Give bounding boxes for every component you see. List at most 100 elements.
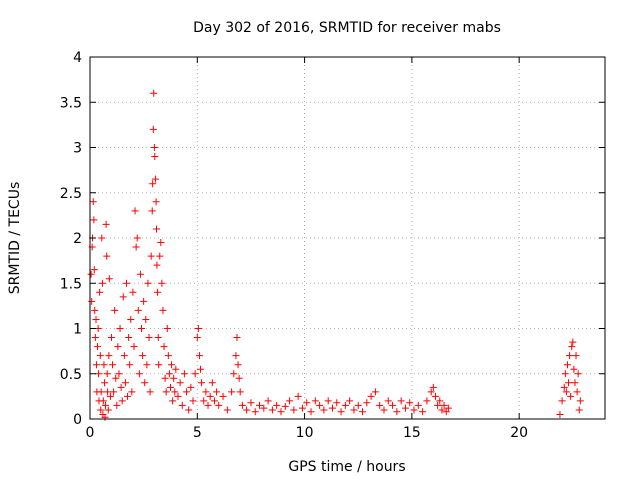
x-tick-label: 5 — [193, 425, 202, 441]
data-point — [91, 306, 99, 314]
data-point — [438, 406, 446, 414]
data-point — [183, 388, 191, 396]
data-point — [170, 374, 178, 382]
data-point — [568, 343, 576, 351]
data-point — [260, 404, 268, 412]
data-point — [234, 361, 242, 369]
data-point — [195, 352, 203, 360]
data-point — [354, 401, 362, 409]
data-point — [90, 216, 98, 224]
data-point — [154, 288, 162, 296]
data-point — [146, 388, 154, 396]
y-tick-label: 1 — [73, 322, 82, 338]
data-point — [198, 379, 206, 387]
data-point — [571, 379, 579, 387]
data-point — [367, 392, 375, 400]
data-point — [256, 401, 264, 409]
data-point — [100, 361, 108, 369]
data-point — [176, 379, 184, 387]
data-point — [133, 234, 141, 242]
data-point — [410, 406, 418, 414]
x-tick-label: 20 — [510, 425, 528, 441]
data-point — [122, 279, 130, 287]
data-point — [419, 408, 427, 416]
data-point — [320, 406, 328, 414]
data-point — [168, 361, 176, 369]
data-point — [124, 392, 132, 400]
x-tick-label: 15 — [403, 425, 421, 441]
data-point — [228, 388, 236, 396]
data-point — [286, 397, 294, 405]
data-point — [380, 406, 388, 414]
data-point — [393, 408, 401, 416]
data-point — [98, 234, 106, 242]
data-point — [151, 153, 159, 161]
data-point — [89, 198, 97, 206]
data-point — [139, 352, 147, 360]
data-point — [562, 388, 570, 396]
data-point — [157, 239, 165, 247]
data-point — [127, 315, 135, 323]
data-point — [429, 383, 437, 391]
data-point — [148, 207, 156, 215]
y-tick-label: 3 — [73, 141, 82, 157]
data-point — [164, 352, 172, 360]
data-point — [185, 406, 193, 414]
data-point — [150, 89, 158, 97]
data-point — [440, 401, 448, 409]
data-point — [110, 388, 118, 396]
grid-lines — [90, 57, 605, 419]
y-axis-ticks: 0 0.5 1 1.5 2 2.5 3 3.5 4 — [60, 50, 605, 428]
data-points — [87, 89, 584, 421]
data-point — [131, 207, 139, 215]
data-point — [149, 180, 157, 188]
data-point — [97, 388, 105, 396]
data-point — [558, 397, 566, 405]
data-point — [563, 361, 571, 369]
data-point — [427, 388, 435, 396]
data-point — [145, 334, 153, 342]
data-point — [128, 388, 136, 396]
data-point — [238, 401, 246, 409]
y-tick-label: 0 — [73, 412, 82, 428]
data-point — [142, 315, 150, 323]
data-point — [236, 388, 244, 396]
data-point — [174, 392, 182, 400]
data-point — [88, 297, 96, 305]
data-point — [163, 325, 171, 332]
data-point — [135, 370, 143, 378]
data-point — [158, 279, 166, 287]
data-point — [120, 352, 128, 360]
x-tick-label: 0 — [86, 425, 95, 441]
data-point — [147, 252, 155, 260]
y-tick-label: 2 — [73, 231, 82, 247]
data-point — [96, 352, 104, 360]
data-point — [556, 410, 564, 418]
data-point — [431, 392, 439, 400]
y-tick-label: 2.5 — [60, 186, 82, 202]
data-point — [202, 388, 210, 396]
data-point — [389, 401, 397, 409]
data-point — [169, 397, 177, 405]
data-point — [154, 334, 162, 342]
data-point — [151, 175, 159, 183]
data-point — [143, 361, 151, 369]
data-point — [574, 370, 582, 378]
data-point — [281, 402, 289, 410]
data-point — [130, 343, 138, 351]
data-point — [91, 334, 99, 342]
data-point — [112, 374, 120, 382]
data-point — [125, 334, 133, 342]
data-point — [442, 408, 450, 416]
data-point — [401, 404, 409, 412]
data-point — [90, 266, 98, 274]
data-point — [92, 315, 100, 323]
data-point — [194, 325, 202, 332]
data-point — [350, 406, 358, 414]
data-point — [178, 401, 186, 409]
data-point — [397, 397, 405, 405]
data-point — [162, 388, 170, 396]
data-point — [264, 397, 272, 405]
data-point — [153, 225, 161, 233]
data-point — [247, 399, 255, 407]
